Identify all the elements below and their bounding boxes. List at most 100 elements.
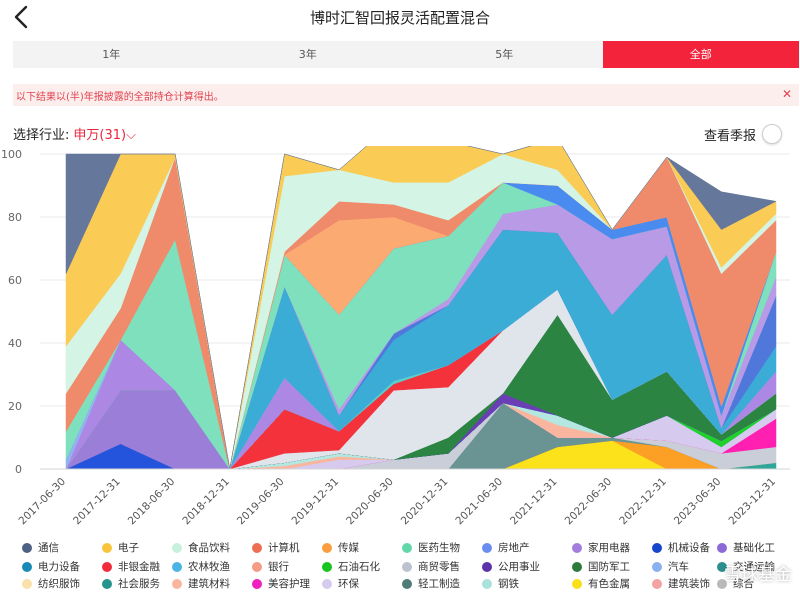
legend-swatch [572,542,582,553]
legend-label: 医药生物 [418,542,460,554]
legend-label: 食品饮料 [188,542,230,554]
x-tick-label: 2023-06-30 [672,476,724,528]
legend-item[interactable]: 电力设备 [22,559,80,574]
season-toggle-row: 查看季报 [704,124,782,144]
legend-swatch [322,542,332,553]
legend-label: 公用事业 [498,561,540,573]
legend-item[interactable]: 社会服务 [102,576,160,591]
legend-item[interactable]: 电子 [102,540,139,555]
legend-label: 钢铁 [498,578,519,590]
tab-all[interactable]: 全部 [602,41,799,68]
x-tick-label: 2018-12-31 [180,476,232,528]
legend-item[interactable]: 食品饮料 [172,540,230,555]
legend-swatch [102,561,112,572]
legend-swatch [252,542,262,553]
period-tabs: 1年 3年 5年 全部 [13,41,799,68]
legend-swatch [572,578,582,589]
legend-item[interactable]: 机械设备 [652,540,710,555]
legend-item[interactable]: 房地产 [482,540,530,555]
chevron-down-icon: ⌵ [126,128,136,143]
notice-text: 以下结果以(半)年报披露的全部持仓计算得出。 [16,92,224,103]
legend-item[interactable]: 交通运输 [717,559,775,574]
legend-item[interactable]: 石油石化 [322,559,380,574]
legend-item[interactable]: 计算机 [252,540,300,555]
legend-label: 电子 [118,542,139,554]
legend-item[interactable]: 医药生物 [402,540,460,555]
legend-swatch [322,561,332,572]
legend-item[interactable]: 传媒 [322,540,359,555]
legend-item[interactable]: 轻工制造 [402,576,460,591]
y-tick-label: 80 [8,211,22,224]
legend-item[interactable]: 银行 [252,559,289,574]
legend-item[interactable]: 通信 [22,540,59,555]
industry-allocation-chart: 0 20 40 60 80 100 2017-06-30 2017-12-31 2018-06-… [1,146,790,528]
industry-select[interactable]: 申万(31)⌵ [73,128,136,143]
legend-item[interactable]: 农林牧渔 [172,559,230,574]
legend-item[interactable]: 钢铁 [482,576,519,591]
legend-label: 综合 [733,578,754,590]
y-tick-label: 60 [8,274,22,287]
legend-label: 机械设备 [668,542,710,554]
tab-1y[interactable]: 1年 [102,48,121,61]
x-tick-label: 2017-06-30 [16,476,68,528]
back-arrow-icon[interactable] [10,4,34,30]
industry-filter: 选择行业: 申万(31)⌵ [13,124,136,143]
legend-label: 电力设备 [38,561,80,573]
legend-swatch [402,561,412,572]
legend-label: 建筑材料 [188,578,230,590]
legend-label: 有色金属 [588,578,630,590]
x-tick-label: 2017-12-31 [71,476,123,528]
legend-label: 商贸零售 [418,561,460,573]
legend-item[interactable]: 建筑装饰 [652,576,710,591]
season-toggle[interactable] [762,124,782,144]
industry-select-value: 申万(31) [73,128,127,143]
legend-label: 通信 [38,542,59,554]
legend-swatch [652,561,662,572]
legend-item[interactable]: 公用事业 [482,559,540,574]
legend-label: 汽车 [668,561,689,573]
legend-label: 社会服务 [118,578,160,590]
legend-swatch [482,561,492,572]
page-title: 博时汇智回报灵活配置混合 [309,9,490,27]
legend-swatch [322,578,332,589]
legend-label: 美容护理 [268,578,310,590]
legend-label: 农林牧渔 [188,561,230,573]
legend-item[interactable]: 国防军工 [572,559,630,574]
legend-swatch [717,578,727,589]
legend-label: 传媒 [338,542,359,554]
close-icon[interactable]: ✕ [781,87,792,101]
x-tick-label: 2023-12-31 [726,476,778,528]
legend-label: 银行 [268,561,289,573]
legend-item[interactable]: 非银金融 [102,559,160,574]
legend-swatch [172,542,182,553]
legend-item[interactable]: 汽车 [652,559,689,574]
tab-5y[interactable]: 5年 [495,48,514,61]
legend-swatch [482,578,492,589]
legend-item[interactable]: 美容护理 [252,576,310,591]
legend-label: 交通运输 [733,561,775,573]
legend-item[interactable]: 家用电器 [572,540,630,555]
legend-label: 石油石化 [338,561,380,573]
x-tick-label: 2022-06-30 [563,476,615,528]
legend-swatch [572,561,582,572]
season-toggle-label: 查看季报 [703,128,756,144]
legend-swatch [652,578,662,589]
legend-item[interactable]: 纺织服饰 [22,576,80,591]
legend-item[interactable]: 商贸零售 [402,559,460,574]
legend-label: 建筑装饰 [668,578,710,590]
tab-3y[interactable]: 3年 [298,48,317,61]
legend-swatch [172,578,182,589]
legend-item[interactable]: 综合 [717,576,754,591]
legend-item[interactable]: 建筑材料 [172,576,230,591]
notice-banner: 以下结果以(半)年报披露的全部持仓计算得出。 ✕ [13,84,799,106]
legend-label: 纺织服饰 [38,578,80,590]
legend-label: 非银金融 [118,561,160,573]
legend-swatch [22,578,32,589]
legend-swatch [652,542,662,553]
x-tick-label: 2018-06-30 [126,476,178,528]
legend-item[interactable]: 有色金属 [572,576,630,591]
x-tick-label: 2022-12-31 [617,476,669,528]
legend-item[interactable]: 环保 [322,576,359,591]
legend-item[interactable]: 基础化工 [717,540,775,555]
y-tick-label: 100 [1,148,22,161]
